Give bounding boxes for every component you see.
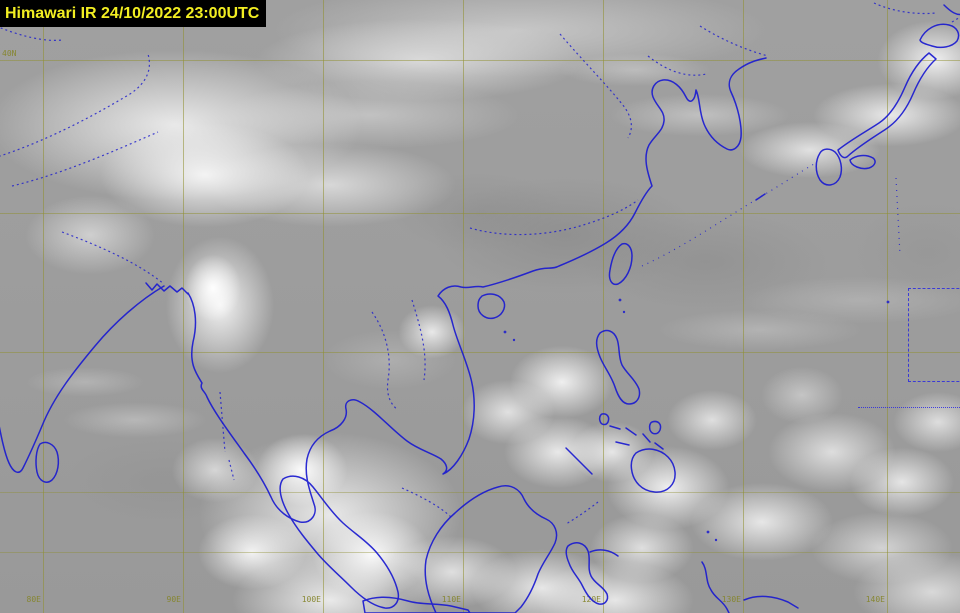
- river-yangtze-dotted: [469, 199, 639, 236]
- river-amur-dotted: [699, 25, 769, 57]
- gridline-horizontal-352: [0, 352, 960, 353]
- gridline-100e: [323, 0, 324, 613]
- gridline-110e: [463, 0, 464, 613]
- gridline-horizontal-552: [0, 552, 960, 553]
- river-top-left-dotted: [0, 26, 63, 41]
- river-northeast-china-dotted: [559, 33, 632, 139]
- coastline-hokkaido: [919, 23, 960, 49]
- grid-label-110e: 110E: [441, 595, 461, 604]
- gridline-120e: [603, 0, 604, 613]
- paracel-island-dot: [503, 330, 507, 334]
- coastline-java: [362, 596, 471, 613]
- coastline-shikoku: [849, 154, 876, 170]
- coastline-new-guinea: [743, 595, 799, 609]
- batanes-island-dot: [622, 310, 626, 314]
- grid-label-130e: 130E: [721, 595, 741, 604]
- coastline-luzon: [595, 329, 641, 405]
- grid-label-140e: 140E: [865, 595, 885, 604]
- gridline-80e: [43, 0, 44, 613]
- coastline-mindoro: [598, 413, 610, 426]
- border-borneo-dotted: [401, 487, 453, 519]
- coastline-halmahera: [701, 561, 730, 613]
- coastline-ganges-delta: [145, 282, 189, 295]
- gridline-horizontal-60: [0, 60, 960, 61]
- border-tibet-dotted: [11, 131, 159, 187]
- river-liao-dotted: [647, 55, 707, 76]
- coastline-hainan: [477, 293, 506, 320]
- ryukyu-arc-dotted: [641, 163, 815, 267]
- coastline-mindanao: [630, 448, 676, 493]
- coastline-sri-lanka: [35, 441, 60, 483]
- batanes-island-dot: [618, 298, 622, 302]
- gridline-horizontal-492: [0, 492, 960, 493]
- coastline-mainland-asia: [187, 57, 767, 523]
- coastline-sulawesi: [565, 542, 619, 605]
- izu-islands-dotted: [895, 177, 901, 256]
- coastline-sakhalin: [943, 4, 960, 16]
- talaud-island-dot: [714, 538, 718, 542]
- grid-label-100e: 100E: [301, 595, 321, 604]
- coastline-kyushu: [815, 148, 843, 186]
- coastline-sumatra: [279, 475, 400, 609]
- sulu-chain-dotted: [565, 501, 599, 525]
- paracel-island-dot: [512, 338, 516, 342]
- kuril-chain-dotted: [873, 2, 960, 23]
- dotted-analysis-box: [908, 288, 960, 382]
- coastline-india: [0, 285, 165, 474]
- coastline-borneo: [424, 485, 558, 613]
- gridline-130e: [743, 0, 744, 613]
- title-banner: Himawari IR 24/10/2022 23:00UTC: [0, 0, 267, 27]
- coastline-visayas: [609, 420, 664, 450]
- border-vietnam-dotted: [411, 299, 426, 381]
- andaman-islands-dotted: [219, 391, 235, 481]
- gridline-90e: [183, 0, 184, 613]
- border-himalaya-dotted: [0, 53, 151, 157]
- coastline-taiwan: [608, 242, 633, 286]
- coastline-honshu: [837, 52, 937, 159]
- coastline-palawan: [565, 447, 593, 475]
- gridline-horizontal-213: [0, 213, 960, 214]
- grid-label-90e: 90E: [166, 595, 181, 604]
- grid-label-40n: 40N: [2, 49, 17, 58]
- ogasawara-island-dot: [886, 300, 890, 304]
- talaud-island-dot: [706, 530, 710, 534]
- gridline-140e: [887, 0, 888, 613]
- okinawa-island: [755, 193, 766, 201]
- grid-label-80e: 80E: [26, 595, 41, 604]
- border-laos-dotted: [371, 311, 399, 411]
- river-ganges-dotted: [61, 231, 165, 285]
- title-text: Himawari IR 24/10/2022 23:00UTC: [5, 5, 260, 22]
- dotted-line-segment: [858, 407, 960, 408]
